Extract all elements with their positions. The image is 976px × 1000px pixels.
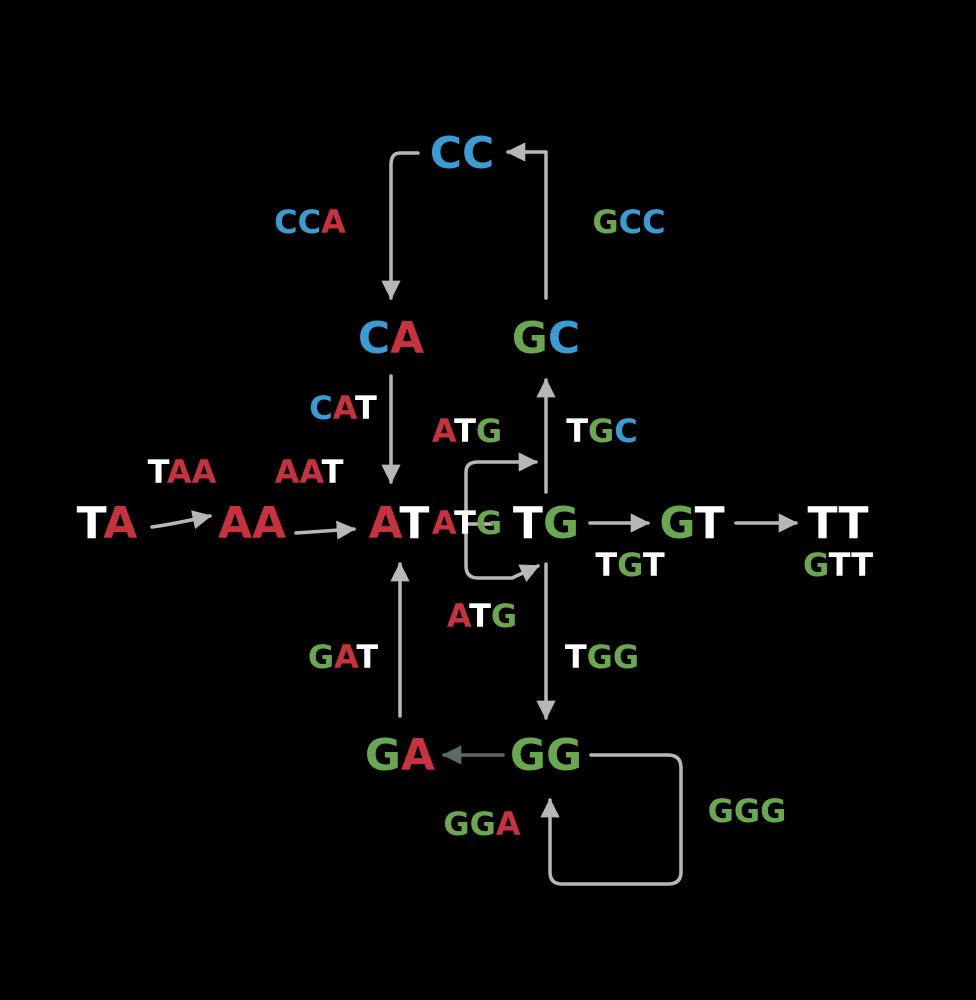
edge-ta-aa — [150, 510, 212, 530]
edge-label-gtt: GTT — [803, 546, 873, 584]
node-gc: GC — [512, 313, 580, 364]
node-ga: GA — [365, 730, 435, 781]
node-ca: CA — [358, 313, 424, 364]
edge-label-taa: TAA — [148, 453, 217, 491]
edge-label-tgt: TGT — [595, 546, 665, 584]
nodes: CC CA GC TA AA AT TG GT TT GA GG — [77, 128, 869, 781]
edge-label-atg-top: ATG — [432, 412, 502, 450]
node-tg: TG — [513, 498, 579, 549]
edge-label-tgc: TGC — [566, 412, 638, 450]
edge-label-aat: AAT — [275, 453, 344, 491]
edge-label-cat: CAT — [309, 389, 377, 427]
edge-label-gat: GAT — [308, 638, 379, 676]
node-tt: TT — [807, 498, 868, 549]
edge-at-tg-loop-lower — [464, 522, 540, 582]
edge-label-atg-mid: ATG — [432, 504, 502, 542]
node-cc: CC — [430, 128, 495, 179]
edge-label-gcc: GCC — [592, 203, 665, 241]
edge-label-atg-bottom: ATG — [447, 597, 517, 635]
edge-gc-cc — [506, 142, 548, 300]
node-aa: AA — [218, 498, 286, 549]
edge-label-ggg: GGG — [708, 792, 787, 830]
edge-at-tg-loop-upper — [464, 452, 538, 526]
edge-labels: CCA GCC CAT ATG TGC TAA AAT ATG TGT GTT … — [148, 203, 874, 843]
node-gt: GT — [659, 498, 724, 549]
edge-label-gga: GGA — [443, 805, 521, 843]
node-at: AT — [369, 498, 430, 549]
edge-aa-at — [294, 520, 356, 540]
edge-label-tgg: TGG — [565, 638, 639, 676]
node-gg: GG — [510, 730, 582, 781]
edge-label-cca: CCA — [274, 203, 346, 241]
edge-cc-ca — [381, 151, 420, 300]
edge-gg-gg-loop — [540, 753, 683, 886]
edges — [150, 142, 798, 886]
node-ta: TA — [77, 498, 138, 549]
